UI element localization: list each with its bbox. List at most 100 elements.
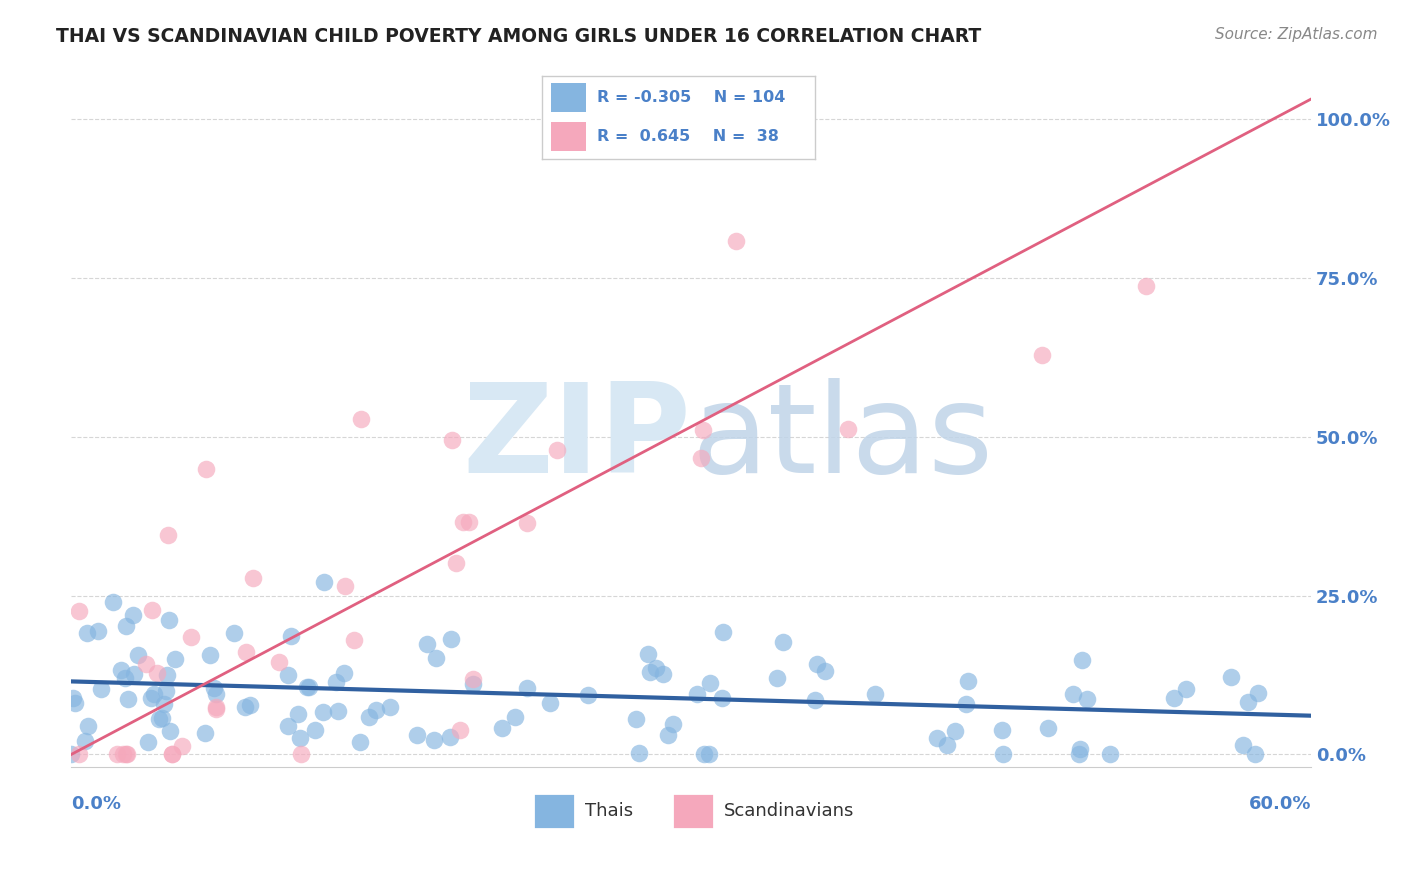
Point [1076,691,1098,706]
Point [378,700,401,714]
Point [127,648,149,663]
Point [628,746,651,760]
Point [638,665,661,679]
Point [155,684,177,698]
Point [204,681,226,695]
Point [546,442,568,457]
Point [1069,747,1091,762]
Point [222,626,245,640]
Point [198,648,221,662]
Point [304,723,326,737]
Point [416,636,439,650]
Point [150,711,173,725]
Point [101,595,124,609]
Point [312,575,335,590]
Point [440,433,463,447]
Point [350,412,373,426]
Point [516,516,538,530]
Point [503,710,526,724]
Point [1175,682,1198,697]
Point [364,702,387,716]
Point [76,719,98,733]
Point [637,648,659,662]
Point [1099,747,1122,762]
Point [233,699,256,714]
Point [1062,687,1084,701]
Point [114,671,136,685]
Point [277,719,299,733]
Point [1135,279,1157,293]
Point [111,747,134,762]
Point [692,423,714,437]
Point [326,704,349,718]
Point [813,664,835,678]
Point [205,700,228,714]
Point [297,681,319,695]
Point [357,710,380,724]
Point [1036,721,1059,735]
Point [1069,742,1091,756]
Point [991,723,1014,737]
Text: 0.0%: 0.0% [72,795,121,814]
Point [837,422,859,436]
Point [136,735,159,749]
Point [645,661,668,675]
Point [423,732,446,747]
Point [1232,738,1254,752]
Point [194,726,217,740]
Point [699,676,721,690]
Point [75,734,97,748]
Point [766,671,789,685]
Point [697,747,720,762]
Point [461,672,484,686]
Point [1244,747,1267,761]
Point [135,657,157,671]
Point [657,728,679,742]
Point [159,723,181,738]
Point [145,665,167,680]
Point [90,682,112,697]
Point [652,667,675,681]
Point [1070,653,1092,667]
Point [87,624,110,638]
Point [1163,690,1185,705]
Point [139,690,162,705]
Point [60,747,83,762]
Point [267,655,290,669]
Point [333,579,356,593]
Point [142,687,165,701]
Point [406,729,429,743]
Point [172,739,194,753]
Point [153,697,176,711]
Point [162,747,184,762]
Point [163,651,186,665]
Point [927,731,949,745]
Point [451,515,474,529]
Point [62,690,84,705]
Point [1031,348,1053,362]
Point [865,687,887,701]
Point [943,723,966,738]
Point [516,681,538,695]
Point [772,635,794,649]
Point [806,657,828,672]
Point [156,667,179,681]
Point [195,462,218,476]
Text: 60.0%: 60.0% [1249,795,1312,814]
Point [122,667,145,681]
Point [333,666,356,681]
Point [724,234,747,248]
Point [957,673,980,688]
Point [991,747,1014,762]
Point [148,712,170,726]
Point [1220,669,1243,683]
Point [1247,686,1270,700]
Point [160,747,183,762]
Point [461,677,484,691]
Point [290,747,312,762]
Point [439,730,461,744]
Point [110,664,132,678]
Point [325,674,347,689]
Point [686,688,709,702]
Point [1237,695,1260,709]
